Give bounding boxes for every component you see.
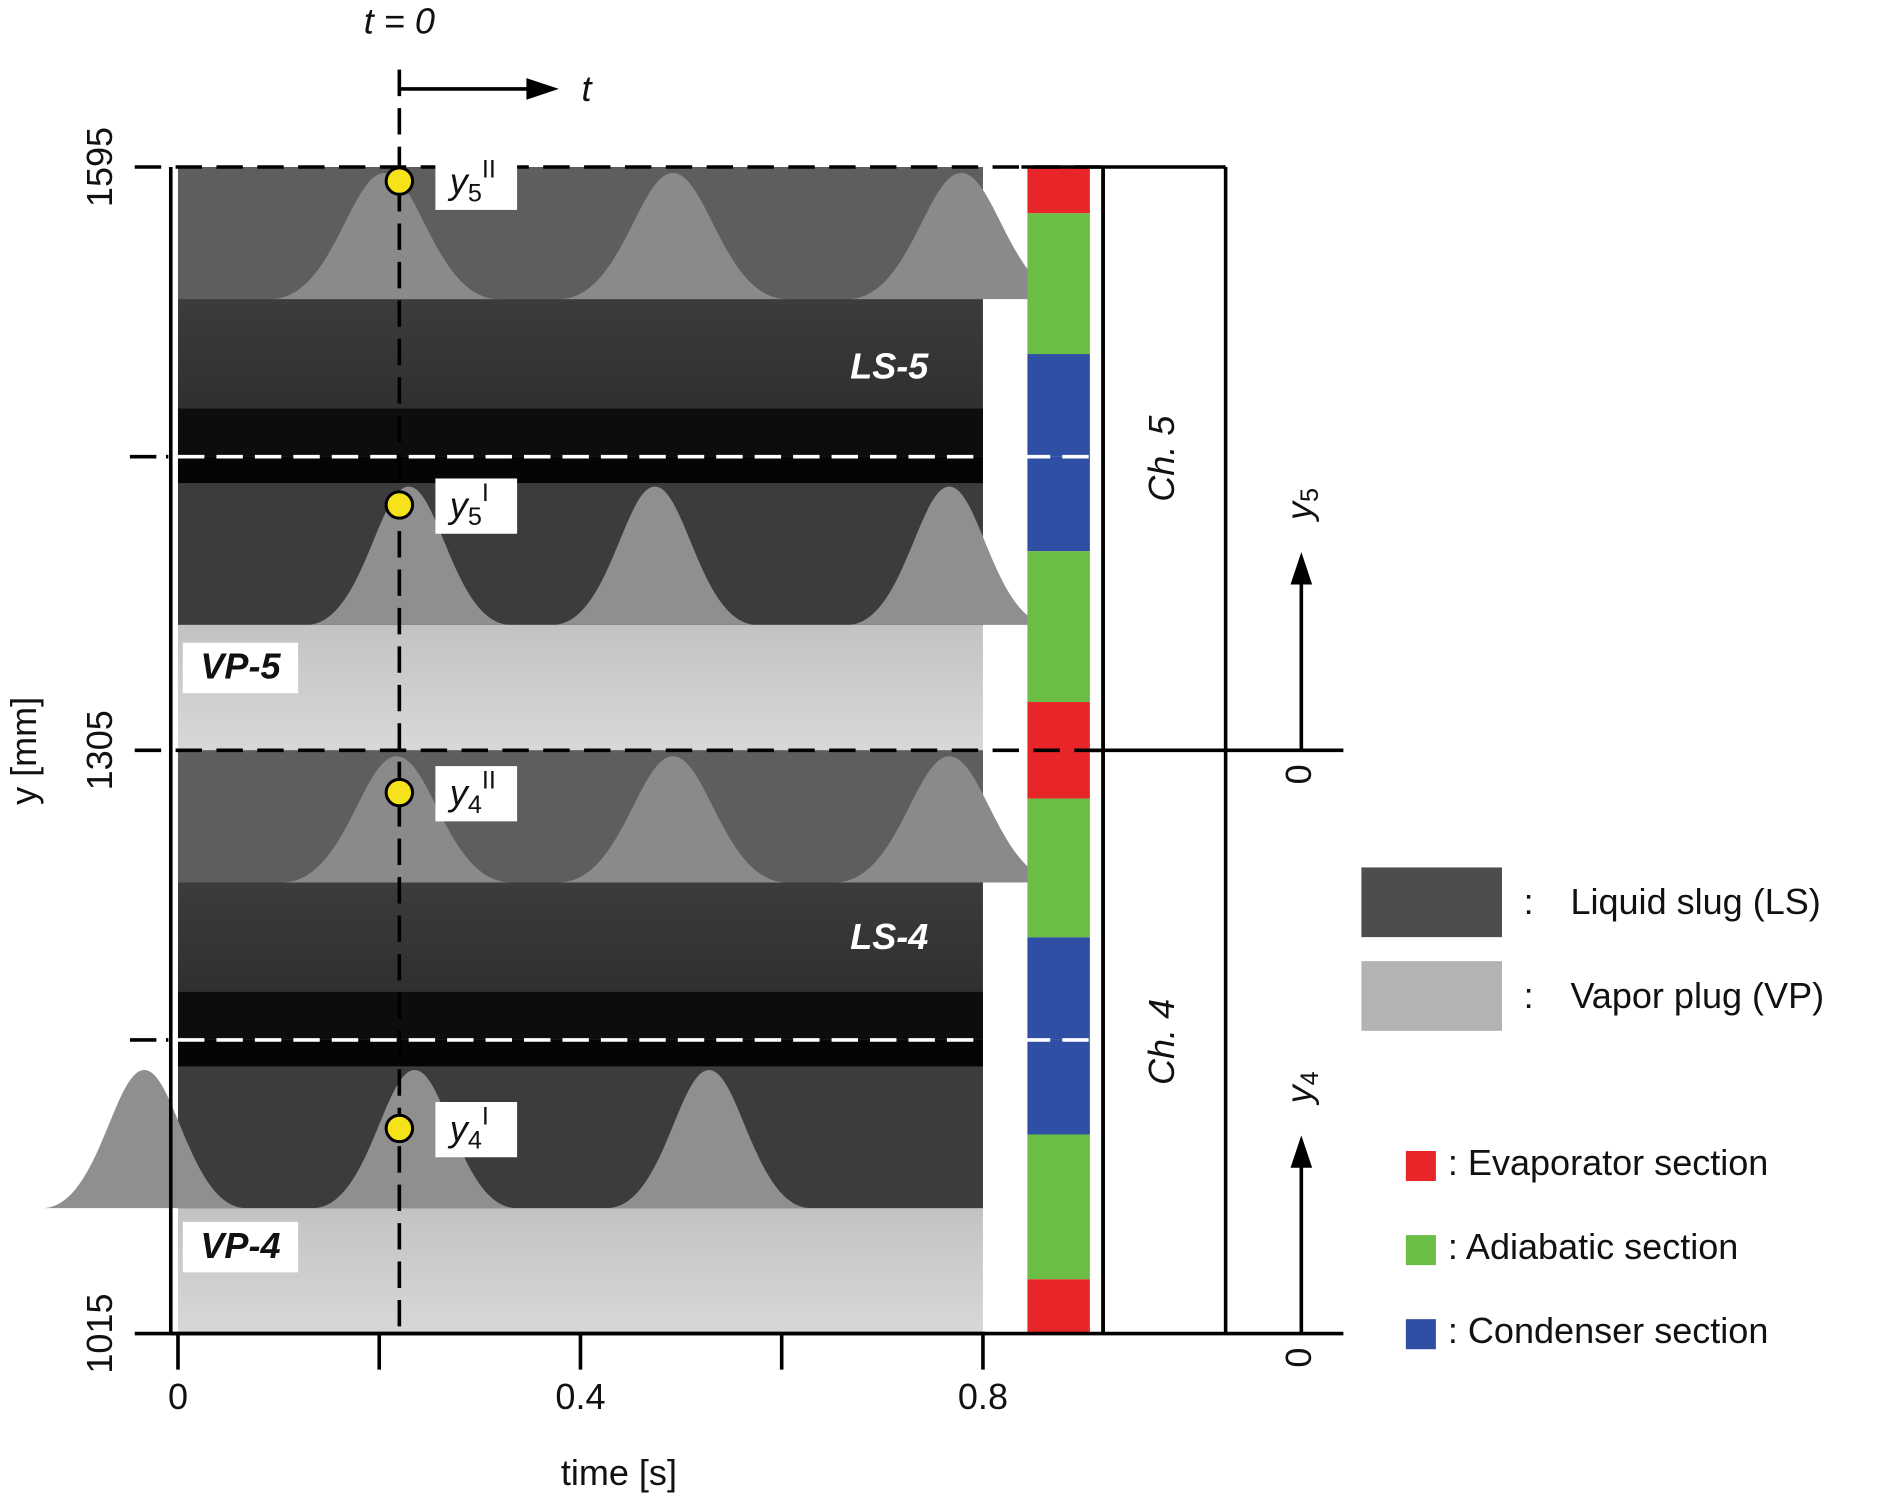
region-label: LS-5 xyxy=(850,345,929,386)
legend-label: Vapor plug (VP) xyxy=(1570,975,1824,1016)
point-sub: 4 xyxy=(468,1126,482,1154)
point-sup: II xyxy=(482,766,496,794)
point-symbol: y xyxy=(447,160,470,201)
point xyxy=(384,777,415,808)
arrow-head xyxy=(1290,552,1313,585)
upper-gray xyxy=(177,750,983,883)
y-axis-title: y [mm] xyxy=(3,697,44,805)
meniscus-wave xyxy=(177,486,1052,625)
arrow-head xyxy=(1290,1135,1313,1168)
t-arrow-label: t xyxy=(581,68,593,109)
legend-swatch xyxy=(1405,1150,1436,1182)
x-axis-title: time [s] xyxy=(561,1452,677,1493)
point-label: y4I xyxy=(447,1102,489,1154)
legend-separator: : xyxy=(1524,975,1534,1016)
axis-symbol: y xyxy=(1278,500,1319,523)
point xyxy=(384,1113,415,1144)
region-label: VP-4 xyxy=(200,1225,280,1266)
channel-origin: 0 xyxy=(1278,1348,1319,1368)
point-sub: 5 xyxy=(468,179,482,207)
legend-swatch xyxy=(1361,961,1502,1031)
section-band xyxy=(1027,937,1090,1040)
point xyxy=(384,490,415,520)
point-label-box xyxy=(435,1102,518,1158)
point-label-box xyxy=(435,154,518,210)
axis-sub: 4 xyxy=(1296,1071,1324,1085)
t0-label: t = 0 xyxy=(364,1,435,42)
point-label: y5I xyxy=(447,479,489,531)
spacetime-image xyxy=(42,167,1076,1334)
point-symbol: y xyxy=(447,484,470,525)
section-band xyxy=(1027,551,1090,703)
point-sub: 5 xyxy=(468,503,482,531)
y-tick-label: 1305 xyxy=(79,710,120,790)
axis-sub: 5 xyxy=(1296,488,1324,502)
point-label: y5II xyxy=(447,155,496,207)
axis-symbol: y xyxy=(1278,1083,1319,1106)
x-tick-label: 0.4 xyxy=(555,1376,605,1417)
dark-lower xyxy=(177,456,983,625)
meniscus-wave xyxy=(42,1069,983,1209)
legend-separator: : xyxy=(1524,881,1534,922)
point xyxy=(384,166,415,196)
legend-swatch xyxy=(1405,1235,1436,1266)
section-band xyxy=(1027,798,1090,938)
x-tick-label: 0 xyxy=(168,1376,188,1417)
channel-axis-label: y4 xyxy=(1278,1071,1324,1106)
section-band xyxy=(1027,354,1090,457)
region-label-box xyxy=(182,1221,299,1273)
channel-axis-label: y5 xyxy=(1278,488,1324,523)
legend-swatch xyxy=(1361,867,1502,938)
dark-band xyxy=(177,408,983,457)
region-label: LS-4 xyxy=(850,916,928,957)
point-sup: I xyxy=(482,1102,489,1130)
dark-band xyxy=(177,991,983,1040)
legend-label: : Evaporator section xyxy=(1448,1142,1768,1183)
point-label-box xyxy=(435,478,518,534)
section-band xyxy=(1027,1134,1090,1280)
legend-label: : Condenser section xyxy=(1448,1310,1768,1351)
meniscus-wave xyxy=(177,173,1076,300)
section-band xyxy=(1027,456,1090,552)
legend-label: : Adiabatic section xyxy=(1448,1226,1738,1267)
region-label: VP-5 xyxy=(200,646,281,687)
black-strip xyxy=(177,456,983,484)
legend-label: Liquid slug (LS) xyxy=(1570,881,1820,922)
channel-origin: 0 xyxy=(1278,764,1319,784)
legend-swatch xyxy=(1405,1319,1436,1350)
y-tick-label: 1595 xyxy=(79,127,120,207)
x-tick-label: 0.8 xyxy=(958,1376,1008,1417)
point-symbol: y xyxy=(447,771,470,812)
region-label-box xyxy=(182,642,299,694)
black-strip xyxy=(177,1039,983,1067)
arrow-head xyxy=(526,78,559,100)
section-band xyxy=(1027,1039,1090,1135)
section-band xyxy=(1027,167,1090,214)
point-sub: 4 xyxy=(468,790,482,818)
section-band xyxy=(1027,1279,1090,1334)
point-label-box xyxy=(435,766,518,822)
section-band xyxy=(1027,213,1090,355)
point-label: y4II xyxy=(447,766,496,818)
point-symbol: y xyxy=(447,1107,470,1148)
point-sup: II xyxy=(482,155,496,183)
point-sup: I xyxy=(482,479,489,507)
y-tick-label: 1015 xyxy=(79,1294,120,1374)
channel-name: Ch. 5 xyxy=(1141,415,1182,502)
dark-lower xyxy=(177,1039,983,1209)
channel-name: Ch. 4 xyxy=(1141,999,1182,1085)
upper-gray xyxy=(177,167,983,300)
